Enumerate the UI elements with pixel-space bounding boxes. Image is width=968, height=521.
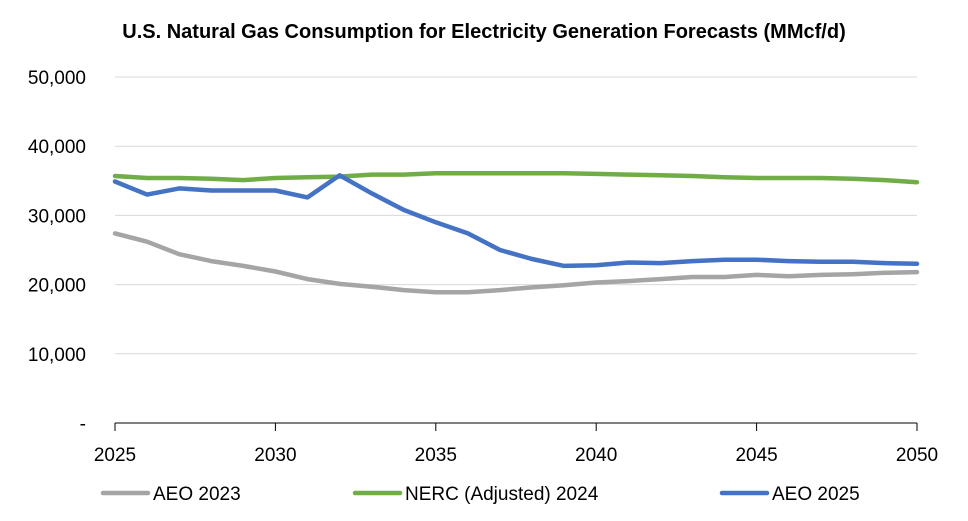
x-tick-label: 2045: [735, 445, 777, 466]
x-tick-label: 2050: [896, 445, 938, 466]
x-tick-label: 2035: [415, 445, 457, 466]
series-line-1: [112, 231, 920, 295]
series-lines: [112, 170, 920, 295]
legend-label: AEO 2025: [772, 484, 860, 505]
series-line-2: [112, 170, 920, 185]
x-tick-label: 2025: [94, 445, 136, 466]
legend-label: AEO 2023: [153, 484, 241, 505]
gridlines: [115, 76, 917, 355]
y-tick-label: 30,000: [28, 206, 86, 227]
x-tick-label: 2030: [254, 445, 296, 466]
y-tick-label: 40,000: [28, 137, 86, 158]
y-tick-label: -: [80, 414, 86, 435]
axes: - 10,000 20,000 30,000 40,000 50,000 2025 2030 2…: [28, 68, 938, 466]
legend-label: NERC (Adjusted) 2024: [405, 484, 599, 505]
series-line-3: [112, 173, 920, 269]
y-tick-label: 10,000: [28, 345, 86, 366]
legend: AEO 2023 NERC (Adjusted) 2024 AEO 2025: [100, 484, 860, 505]
x-tick-label: 2040: [575, 445, 617, 466]
y-tick-label: 50,000: [28, 68, 86, 89]
y-tick-label: 20,000: [28, 276, 86, 297]
chart-title: U.S. Natural Gas Consumption for Electri…: [122, 21, 845, 43]
